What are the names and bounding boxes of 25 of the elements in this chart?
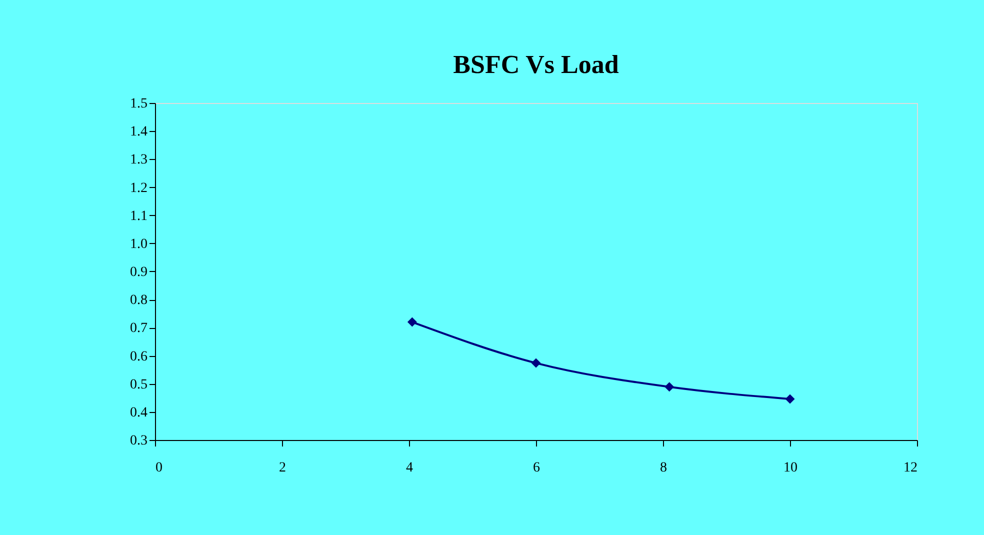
x-tick-label: 2	[279, 460, 286, 476]
x-tick-label: 0	[156, 460, 162, 476]
y-tick-label: 1.0	[130, 236, 148, 252]
point	[664, 382, 674, 392]
point	[531, 358, 541, 368]
y-tick-label: 1.1	[130, 208, 148, 224]
y-tick-label: 0.6	[130, 349, 148, 364]
y-tick-label: 0.3	[130, 434, 148, 448]
x-tick-label: 10	[784, 460, 798, 476]
y-tick-label: 1.4	[130, 124, 148, 140]
y-tick-label: 1.2	[130, 180, 148, 196]
y-tick-label: 0.7	[130, 321, 148, 336]
y-tick-label: 0.9	[130, 265, 148, 280]
x-tick-label: 8	[660, 460, 667, 476]
y-tick-label: 0.4	[130, 405, 148, 420]
chart-title: BSFC Vs Load	[453, 50, 620, 79]
y-tick-label: 0.5	[130, 377, 148, 392]
y-tick-label: 1.5	[130, 96, 148, 112]
x-tick-label: 12	[904, 460, 918, 476]
x-tick-label: 4	[406, 460, 413, 476]
y-tick-label: 0.8	[130, 293, 148, 308]
x-tick-label: 6	[533, 460, 540, 476]
point	[407, 317, 417, 327]
point	[785, 394, 795, 404]
y-tick-label: 1.3	[130, 152, 148, 168]
